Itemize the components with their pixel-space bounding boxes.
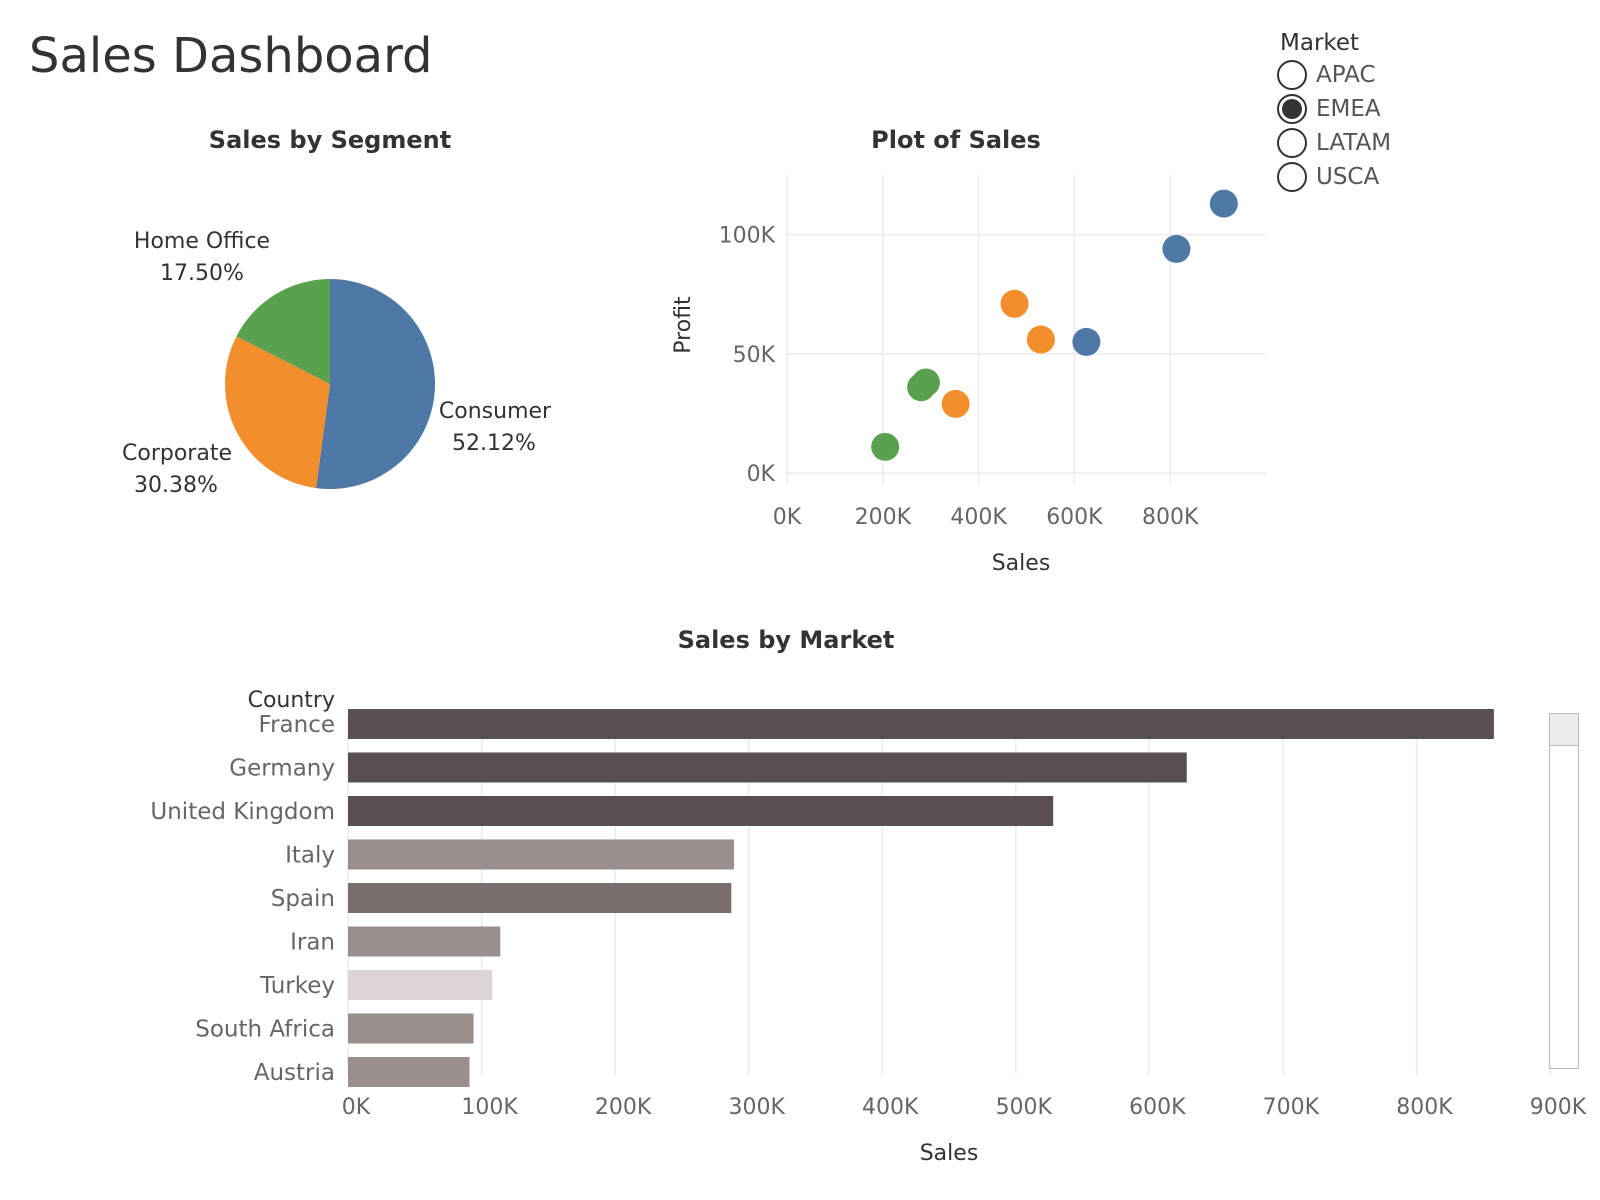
- radio-button-icon[interactable]: [1277, 60, 1307, 90]
- pie-slice-consumer[interactable]: [316, 279, 435, 489]
- pie-slice-corporate[interactable]: [225, 336, 330, 489]
- scatter-chart-title: Plot of Sales: [871, 126, 1041, 154]
- bar-x-tick-label: 0K: [342, 1095, 371, 1120]
- market-option-label: LATAM: [1316, 130, 1392, 156]
- bar-france[interactable]: [348, 709, 1494, 739]
- bar-south-africa[interactable]: [348, 1013, 474, 1044]
- bar-x-tick-label: 800K: [1396, 1095, 1453, 1120]
- pie-pct-consumer: 52.12%: [452, 431, 536, 456]
- scatter-x-tick-label: 800K: [1142, 505, 1199, 530]
- radio-button-icon[interactable]: [1277, 128, 1307, 158]
- scrollbar-thumb[interactable]: [1550, 714, 1578, 746]
- radio-button-icon[interactable]: [1277, 94, 1307, 124]
- segment-pie-chart: Sales by Segment Home Office 17.50% Cons…: [122, 126, 552, 498]
- bar-category-label: United Kingdom: [150, 799, 335, 825]
- dashboard-title: Sales Dashboard: [29, 28, 433, 84]
- pie-pct-home-office: 17.50%: [160, 261, 244, 286]
- bar-category-label: Germany: [229, 756, 335, 782]
- sales-scatter-chart: Plot of Sales 0K 200K 400K 600K 800K 0K 50K 100…: [671, 126, 1266, 576]
- bar-iran[interactable]: [348, 926, 501, 957]
- bar-x-tick-label: 200K: [595, 1095, 652, 1120]
- scatter-point[interactable]: [1000, 289, 1029, 318]
- bar-category-label: Spain: [271, 886, 335, 912]
- bar-x-tick-label: 900K: [1530, 1095, 1587, 1120]
- market-option-label: EMEA: [1316, 96, 1381, 122]
- bar-x-tick-label: 500K: [996, 1095, 1053, 1120]
- scatter-x-tick-label: 600K: [1046, 505, 1103, 530]
- scatter-point[interactable]: [1209, 189, 1238, 218]
- market-filter-title: Market: [1280, 30, 1360, 56]
- scatter-y-tick-label: 100K: [719, 224, 776, 249]
- scatter-x-tick-label: 400K: [950, 505, 1007, 530]
- bar-spain[interactable]: [348, 883, 732, 913]
- bar-austria[interactable]: [348, 1057, 470, 1087]
- bar-x-tick-label: 300K: [728, 1095, 785, 1120]
- market-option-usca[interactable]: USCA: [1277, 160, 1391, 194]
- market-option-label: USCA: [1316, 164, 1380, 190]
- market-filter: Market APAC EMEA LATAM USCA: [1277, 28, 1392, 194]
- pie-slice-home-office[interactable]: [236, 279, 330, 384]
- bar-category-label: France: [259, 712, 335, 738]
- bar-category-label: Italy: [285, 843, 335, 869]
- scatter-point[interactable]: [941, 389, 970, 418]
- bar-turkey[interactable]: [348, 970, 493, 1000]
- bar-x-tick-label: 600K: [1129, 1095, 1186, 1120]
- bar-x-tick-label: 700K: [1263, 1095, 1320, 1120]
- scatter-point[interactable]: [871, 432, 900, 461]
- scatter-y-tick-label: 0K: [747, 462, 776, 487]
- scatter-point[interactable]: [907, 373, 936, 402]
- pie-pct-corporate: 30.38%: [134, 473, 218, 498]
- bar-category-label: South Africa: [195, 1017, 335, 1043]
- scatter-y-axis-label: Profit: [671, 296, 696, 354]
- market-option-apac[interactable]: APAC: [1277, 58, 1391, 92]
- pie-chart-title: Sales by Segment: [209, 126, 451, 154]
- bar-chart-title: Sales by Market: [678, 626, 895, 654]
- bar-x-tick-label: 400K: [862, 1095, 919, 1120]
- bar-category-label: Turkey: [259, 973, 335, 999]
- scatter-x-tick-label: 200K: [855, 505, 912, 530]
- market-option-emea[interactable]: EMEA: [1277, 92, 1391, 126]
- pie-label-corporate: Corporate: [122, 441, 232, 466]
- pie-label-consumer: Consumer: [439, 399, 552, 424]
- scatter-point[interactable]: [1026, 325, 1055, 354]
- scatter-x-tick-label: 0K: [773, 505, 802, 530]
- scatter-y-tick-label: 50K: [733, 343, 776, 368]
- bar-category-label: Iran: [290, 930, 335, 956]
- bar-united-kingdom[interactable]: [348, 796, 1054, 826]
- scatter-x-axis-label: Sales: [992, 551, 1051, 576]
- bar-italy[interactable]: [348, 839, 734, 870]
- bar-x-tick-label: 100K: [461, 1095, 518, 1120]
- market-bar-chart: Sales by Market Country France Germany Uni…: [150, 626, 1586, 1166]
- bar-category-header: Country: [248, 688, 335, 713]
- market-option-latam[interactable]: LATAM: [1277, 126, 1392, 160]
- scatter-point[interactable]: [1162, 234, 1191, 263]
- radio-button-icon[interactable]: [1277, 162, 1307, 192]
- pie-label-home-office: Home Office: [134, 229, 270, 254]
- bar-germany[interactable]: [348, 752, 1187, 783]
- bar-category-label: Austria: [254, 1060, 335, 1086]
- bar-chart-scrollbar[interactable]: [1549, 713, 1579, 1069]
- market-option-label: APAC: [1316, 62, 1376, 88]
- scatter-point[interactable]: [1072, 327, 1101, 356]
- bar-x-axis-label: Sales: [920, 1141, 979, 1166]
